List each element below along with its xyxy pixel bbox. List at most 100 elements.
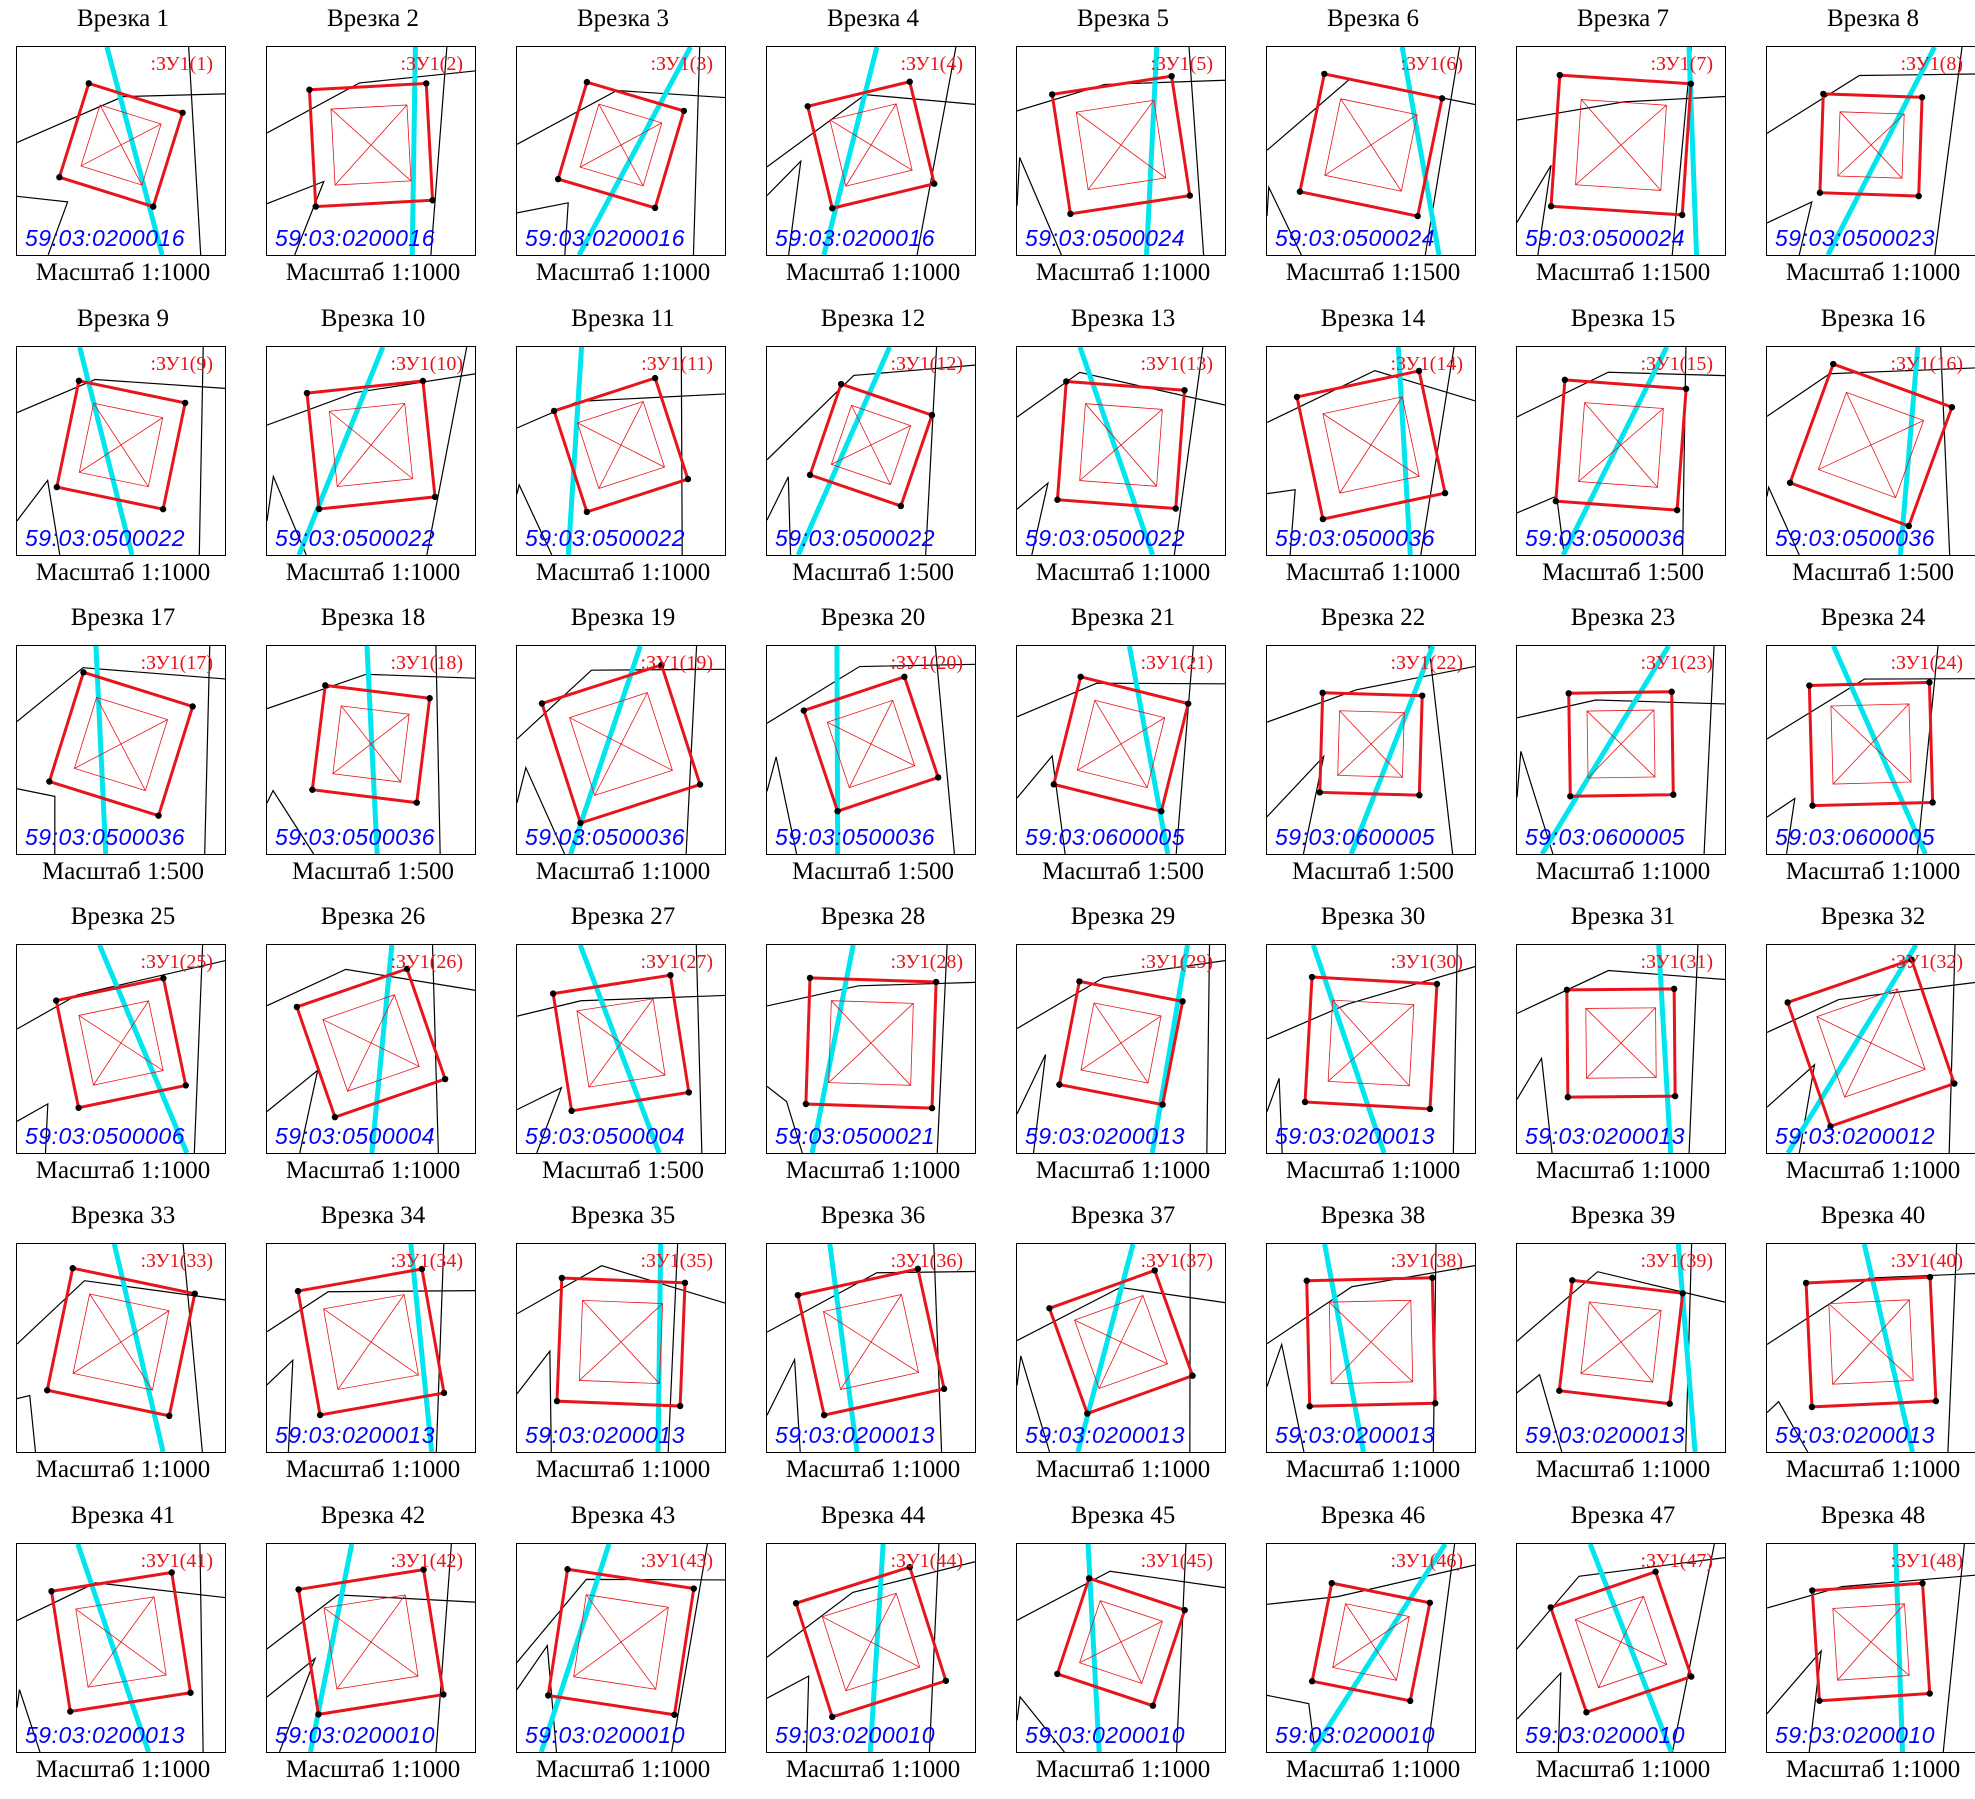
parcel-vertex bbox=[1054, 496, 1061, 503]
inset-1: Врезка 1:ЗУ1(1) 59:03:0200016 Масштаб 1:10… bbox=[4, 0, 250, 298]
parcel-vertex bbox=[577, 819, 584, 827]
parcel-diagonal bbox=[845, 103, 897, 187]
scale-label: Масштаб 1:1000 bbox=[1535, 858, 1711, 885]
plot-label: :ЗУ1(23) bbox=[1640, 652, 1713, 674]
boundary-line bbox=[17, 788, 56, 854]
parcel-vertex bbox=[315, 1711, 322, 1718]
parcel-diagonal bbox=[594, 692, 648, 796]
parcel-diagonal bbox=[1575, 104, 1667, 186]
inset-map bbox=[1017, 646, 1225, 854]
inset-title: Врезка 17 bbox=[70, 604, 176, 631]
inset-28: Врезка 28:ЗУ1(28) 59:03:0500021 Масштаб 1:… bbox=[754, 898, 1000, 1196]
boundary-line bbox=[517, 1265, 725, 1315]
inset-map-frame: :ЗУ1(42) 59:03:0200010 bbox=[266, 1543, 476, 1753]
parcel-diagonal bbox=[336, 1594, 406, 1690]
inset-46: Врезка 46:ЗУ1(46) 59:03:0200010 Масштаб 1:… bbox=[1254, 1497, 1500, 1795]
cadastral-number: 59:03:0200013 bbox=[775, 1422, 935, 1448]
parcel-diagonal bbox=[1079, 1620, 1163, 1664]
cadastral-number: 59:03:0200012 bbox=[1775, 1123, 1935, 1149]
boundary-line bbox=[1517, 1557, 1725, 1650]
plot-label: :ЗУ1(44) bbox=[890, 1550, 963, 1572]
watercourse-line bbox=[1897, 347, 1921, 555]
boundary-line bbox=[767, 364, 975, 461]
inset-5: Врезка 5:ЗУ1(5) 59:03:0500024 Масштаб 1:10… bbox=[1004, 0, 1250, 298]
parcel-vertex bbox=[1158, 808, 1165, 815]
boundary-line bbox=[17, 1280, 225, 1345]
parcel-inner bbox=[1328, 1299, 1414, 1385]
plot-label: :ЗУ1(18) bbox=[390, 652, 463, 674]
inset-title: Врезка 34 bbox=[320, 1202, 426, 1229]
plot-label: :ЗУ1(2) bbox=[400, 53, 463, 75]
cadastral-number: 59:03:0200013 bbox=[1275, 1123, 1435, 1149]
parcel-inner bbox=[1816, 988, 1926, 1098]
plot-label: :ЗУ1(41) bbox=[140, 1550, 213, 1572]
boundary-line bbox=[685, 646, 698, 854]
boundary-line bbox=[1681, 347, 1687, 555]
parcel-vertex bbox=[906, 1563, 913, 1571]
parcel-vertex bbox=[1820, 90, 1827, 98]
parcel-vertex bbox=[696, 781, 704, 788]
parcel-diagonal bbox=[1587, 709, 1655, 779]
parcel-diagonal bbox=[1332, 1616, 1410, 1668]
boundary-line bbox=[267, 373, 475, 426]
parcel-diagonal bbox=[93, 1000, 149, 1086]
parcel-diagonal bbox=[573, 1606, 669, 1678]
inset-map bbox=[517, 1544, 725, 1752]
watercourse-line bbox=[565, 347, 585, 555]
inset-title: Врезка 19 bbox=[570, 604, 676, 631]
boundary-line bbox=[267, 1656, 317, 1752]
parcel-vertex bbox=[187, 1689, 194, 1696]
boundary-line bbox=[267, 789, 315, 854]
parcel-vertex bbox=[423, 80, 430, 87]
inset-9: Врезка 9:ЗУ1(9) 59:03:0500022 Масштаб 1:10… bbox=[4, 300, 250, 598]
parcel-vertex bbox=[1926, 679, 1933, 686]
parcel-vertex bbox=[1808, 1403, 1816, 1411]
inset-map bbox=[17, 945, 225, 1153]
inset-map-frame: :ЗУ1(44) 59:03:0200010 bbox=[766, 1543, 976, 1753]
boundary-line bbox=[267, 70, 475, 134]
inset-map bbox=[1517, 1244, 1725, 1452]
scale-label: Масштаб 1:1000 bbox=[35, 259, 211, 286]
inset-map bbox=[1517, 945, 1725, 1153]
watercourse-line bbox=[655, 1244, 664, 1452]
parcel-vertex bbox=[1084, 1410, 1091, 1417]
inset-map bbox=[1267, 47, 1475, 255]
parcel-vertex bbox=[1179, 998, 1186, 1005]
parcel-vertex bbox=[1328, 1579, 1335, 1587]
inset-45: Врезка 45:ЗУ1(45) 59:03:0200010 Масштаб 1:… bbox=[1004, 1497, 1250, 1795]
inset-map bbox=[767, 47, 975, 255]
boundary-line bbox=[188, 47, 202, 255]
parcel-inner bbox=[1580, 1301, 1662, 1383]
plot-label: :ЗУ1(39) bbox=[1640, 1250, 1713, 1272]
inset-2: Врезка 2:ЗУ1(2) 59:03:0200016 Масштаб 1:10… bbox=[254, 0, 500, 298]
parcel-inner bbox=[573, 1594, 669, 1690]
cadastral-number: 59:03:0500036 bbox=[1525, 525, 1685, 551]
parcel-diagonal bbox=[598, 401, 644, 489]
parcel-vertex bbox=[1316, 789, 1324, 796]
scale-label: Масштаб 1:500 bbox=[292, 858, 454, 885]
boundary-line bbox=[1267, 184, 1302, 255]
parcel-vertex bbox=[53, 483, 61, 491]
parcel-vertex bbox=[1063, 378, 1070, 385]
scale-label: Масштаб 1:1000 bbox=[785, 1756, 961, 1783]
inset-map bbox=[517, 1244, 725, 1452]
boundary-line bbox=[767, 1085, 803, 1153]
parcel-vertex bbox=[1552, 497, 1560, 505]
watercourse-line bbox=[821, 47, 880, 255]
parcel-vertex bbox=[837, 380, 845, 388]
inset-title: Врезка 11 bbox=[571, 305, 675, 332]
inset-map bbox=[17, 646, 225, 854]
plot-label: :ЗУ1(17) bbox=[140, 652, 213, 674]
inset-map bbox=[1017, 347, 1225, 555]
parcel-diagonal bbox=[1578, 408, 1664, 482]
parcel-vertex bbox=[676, 1402, 684, 1410]
plot-label: :ЗУ1(6) bbox=[1400, 53, 1463, 75]
parcel-vertex bbox=[1547, 203, 1555, 210]
inset-6: Врезка 6:ЗУ1(6) 59:03:0500024 Масштаб 1:15… bbox=[1254, 0, 1500, 298]
parcel-diagonal bbox=[332, 713, 410, 775]
boundary-line bbox=[1426, 1544, 1456, 1752]
parcel-vertex bbox=[1786, 479, 1794, 486]
parcel-vertex bbox=[680, 107, 688, 115]
scale-label: Масштаб 1:1000 bbox=[535, 858, 711, 885]
plot-label: :ЗУ1(30) bbox=[1390, 951, 1463, 973]
